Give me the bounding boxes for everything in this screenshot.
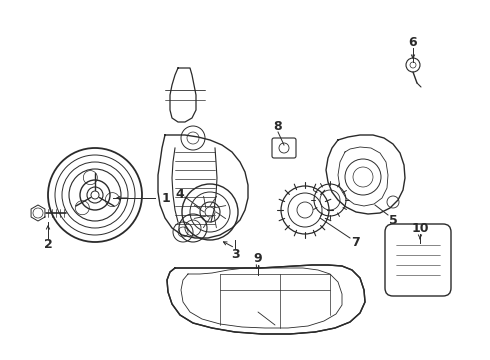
Text: 3: 3: [231, 248, 239, 261]
Text: 1: 1: [162, 192, 171, 204]
Text: 9: 9: [254, 252, 262, 265]
Text: 10: 10: [411, 221, 429, 234]
Text: 2: 2: [44, 238, 52, 251]
Text: 4: 4: [175, 188, 184, 201]
Text: 7: 7: [351, 235, 359, 248]
Polygon shape: [167, 265, 365, 334]
Text: 5: 5: [389, 213, 397, 226]
Text: 8: 8: [274, 120, 282, 132]
FancyBboxPatch shape: [385, 224, 451, 296]
Text: 6: 6: [409, 36, 417, 49]
